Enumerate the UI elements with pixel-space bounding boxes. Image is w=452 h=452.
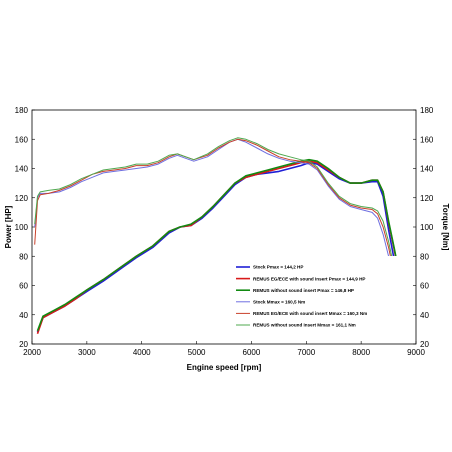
x-tick-label: 9000 (407, 348, 425, 357)
y-right-tick-label: 40 (420, 311, 429, 320)
legend-label: REMUS without sound insert Mmax = 161,1 … (253, 323, 356, 328)
y-right-tick-label: 180 (420, 106, 434, 115)
y-axis-left-ticks: 20 40 60 80 100 120 140 160 180 (15, 106, 35, 349)
x-tick-label: 3000 (78, 348, 96, 357)
x-axis-title: Engine speed [rpm] (187, 363, 262, 372)
x-tick-label: 4000 (133, 348, 151, 357)
y-right-tick-label: 60 (420, 282, 429, 291)
y-right-tick-label: 160 (420, 135, 434, 144)
x-tick-label: 5000 (188, 348, 206, 357)
y-left-tick-label: 40 (19, 311, 28, 320)
legend-label: Stock Pmax = 144,2 HP (253, 265, 303, 270)
series-line-6 (34, 137, 400, 292)
y-left-tick-label: 140 (15, 165, 29, 174)
y-left-tick-label: 100 (15, 223, 29, 232)
y-left-tick-label: 180 (15, 106, 29, 115)
y-left-tick-label: 120 (15, 194, 29, 203)
series-line-5 (34, 138, 400, 301)
series-line-3 (36, 158, 401, 332)
y-left-tick-label: 160 (15, 135, 29, 144)
series-line-4 (34, 138, 400, 312)
y-axis-left-title: Power [HP] (4, 205, 13, 248)
y-left-tick-label: 60 (19, 282, 28, 291)
legend-label: Stock Mmax = 160,5 Nm (253, 300, 305, 305)
y-axis-right-title: Torque [Nm] (441, 204, 450, 251)
x-tick-label: 7000 (297, 348, 315, 357)
legend-box (232, 256, 410, 340)
y-right-tick-label: 100 (420, 223, 434, 232)
y-axis-right-ticks: 20 40 60 80 100 120 140 160 180 (413, 106, 434, 349)
legend: Stock Pmax = 144,2 HP REMUS EG/ECE with s… (232, 256, 410, 340)
x-tick-label: 6000 (243, 348, 261, 357)
x-tick-label: 2000 (23, 348, 41, 357)
x-axis-ticks: 2000 3000 4000 5000 6000 7000 8000 9000 (23, 341, 425, 357)
x-tick-label: 8000 (352, 348, 370, 357)
legend-label: REMUS EG/ECE with sound insert Pmax = 14… (253, 276, 365, 281)
y-left-tick-label: 20 (19, 340, 28, 349)
y-left-tick-label: 80 (19, 252, 28, 261)
y-right-tick-label: 80 (420, 252, 429, 261)
legend-label: REMUS EG/ECE with sound insert Mmax = 16… (253, 311, 367, 316)
y-right-tick-label: 120 (420, 194, 434, 203)
series-layer (34, 137, 401, 335)
y-right-tick-label: 20 (420, 340, 429, 349)
y-right-tick-label: 140 (420, 165, 434, 174)
legend-label: REMUS without sound insert Pmax = 146,8 … (253, 288, 354, 293)
